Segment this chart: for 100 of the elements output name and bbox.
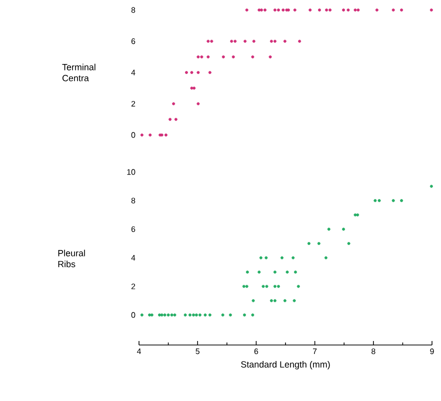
point: [160, 313, 164, 316]
point: [374, 199, 377, 202]
point: [150, 313, 154, 316]
point: [174, 118, 178, 121]
point: [328, 8, 332, 12]
point: [392, 8, 395, 12]
point: [298, 40, 302, 43]
point: [342, 8, 346, 12]
point: [190, 86, 194, 90]
point: [140, 133, 144, 136]
point: [430, 8, 433, 12]
point: [246, 270, 249, 274]
x-axis-title: Standard Length (mm): [241, 361, 330, 370]
point: [347, 242, 350, 245]
point: [234, 40, 237, 43]
point: [208, 71, 212, 74]
point: [293, 8, 296, 12]
point: [400, 8, 404, 12]
point: [356, 213, 360, 216]
point: [170, 313, 174, 316]
point: [140, 313, 144, 316]
point: [188, 313, 192, 316]
point: [260, 8, 263, 12]
point: [264, 256, 268, 260]
point: [200, 55, 204, 58]
point: [222, 55, 225, 58]
point: [273, 284, 276, 288]
point: [273, 299, 276, 302]
point: [307, 242, 310, 245]
point: [258, 270, 261, 274]
point: [192, 313, 196, 316]
point: [206, 40, 210, 43]
point: [317, 242, 320, 245]
point: [294, 270, 297, 274]
point: [318, 8, 321, 12]
point: [172, 102, 176, 106]
point: [273, 8, 276, 12]
point: [196, 102, 200, 106]
point: [196, 71, 200, 74]
point: [276, 284, 280, 288]
point: [190, 71, 194, 74]
point: [430, 184, 433, 188]
point: [228, 313, 232, 316]
point: [283, 40, 286, 43]
point: [245, 8, 248, 12]
point: [208, 313, 212, 316]
point: [242, 313, 246, 316]
point: [221, 313, 224, 316]
point: [252, 40, 256, 43]
point: [286, 270, 289, 274]
point: [184, 71, 188, 74]
point: [325, 8, 328, 12]
point: [242, 284, 246, 288]
point: [258, 8, 261, 12]
point: [324, 256, 328, 260]
point: [270, 40, 273, 43]
point: [163, 313, 166, 316]
point: [148, 313, 152, 316]
point: [356, 8, 360, 12]
y-axis-title: Terminal Centra: [62, 64, 96, 82]
point: [296, 284, 300, 288]
point: [192, 86, 196, 90]
point: [265, 284, 268, 288]
point: [198, 313, 202, 316]
point: [354, 8, 357, 12]
point: [346, 8, 350, 12]
point: [210, 40, 214, 43]
point: [164, 133, 168, 136]
point: [206, 55, 210, 58]
point: [273, 40, 276, 43]
point: [148, 133, 152, 136]
point: [251, 313, 254, 316]
point: [196, 55, 200, 58]
point: [166, 313, 170, 316]
point: [378, 199, 381, 202]
point: [276, 8, 280, 12]
point: [292, 299, 296, 302]
point: [204, 313, 207, 316]
point: [392, 199, 395, 202]
point: [251, 55, 254, 58]
point: [168, 118, 172, 121]
point: [232, 55, 235, 58]
point: [194, 313, 198, 316]
point: [342, 228, 346, 231]
y-axis-title: Pleural Ribs: [58, 250, 85, 268]
point: [245, 284, 248, 288]
point: [400, 199, 404, 202]
point: [270, 299, 273, 302]
point: [158, 313, 162, 316]
point: [282, 8, 285, 12]
point: [244, 40, 247, 43]
point: [259, 256, 262, 260]
point: [173, 313, 176, 316]
point: [283, 299, 286, 302]
point: [354, 213, 357, 216]
point: [375, 8, 378, 12]
point: [184, 313, 187, 316]
point: [308, 8, 312, 12]
point: [327, 228, 330, 231]
point: [273, 270, 276, 274]
